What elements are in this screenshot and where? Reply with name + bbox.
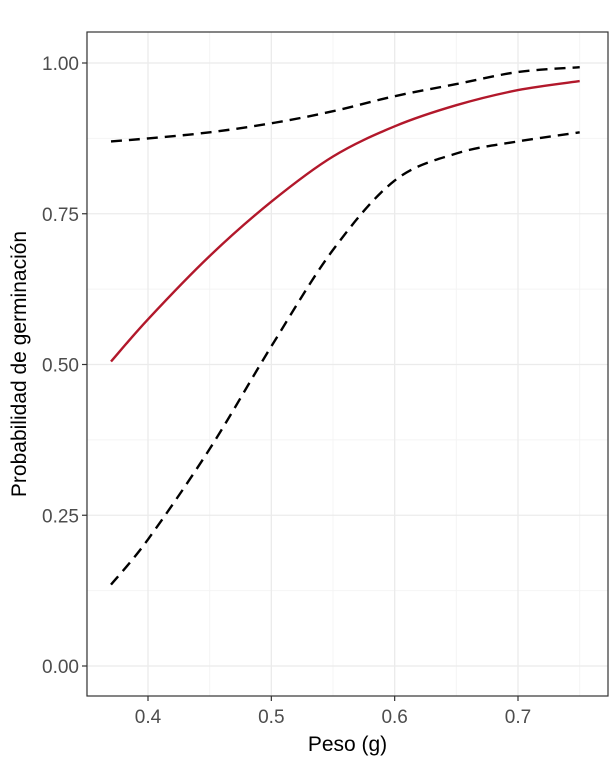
series-line-prediccion [110, 79, 580, 363]
series-line-ic-inferior [110, 131, 580, 586]
x-tick-label: 0.5 [258, 707, 284, 728]
y-tick-label: 0.75 [42, 205, 79, 226]
series-layer [110, 66, 580, 586]
x-axis: 0.4 0.5 0.6 0.7 [135, 696, 531, 728]
x-tick-label: 0.7 [505, 707, 531, 728]
series-line-ic-superior [110, 66, 580, 143]
y-tick-label: 0.50 [42, 356, 79, 377]
grid-major [87, 32, 608, 696]
y-axis: 0.00 0.25 0.50 0.75 1.00 [42, 54, 87, 678]
y-tick-label: 1.00 [42, 54, 79, 75]
y-axis-title: Probabilidad de germinación [8, 231, 31, 497]
x-tick-label: 0.4 [135, 707, 162, 728]
y-tick-label: 0.25 [42, 506, 79, 527]
x-tick-label: 0.6 [381, 707, 407, 728]
y-tick-label: 0.00 [42, 657, 79, 678]
x-axis-title: Peso (g) [308, 733, 387, 756]
